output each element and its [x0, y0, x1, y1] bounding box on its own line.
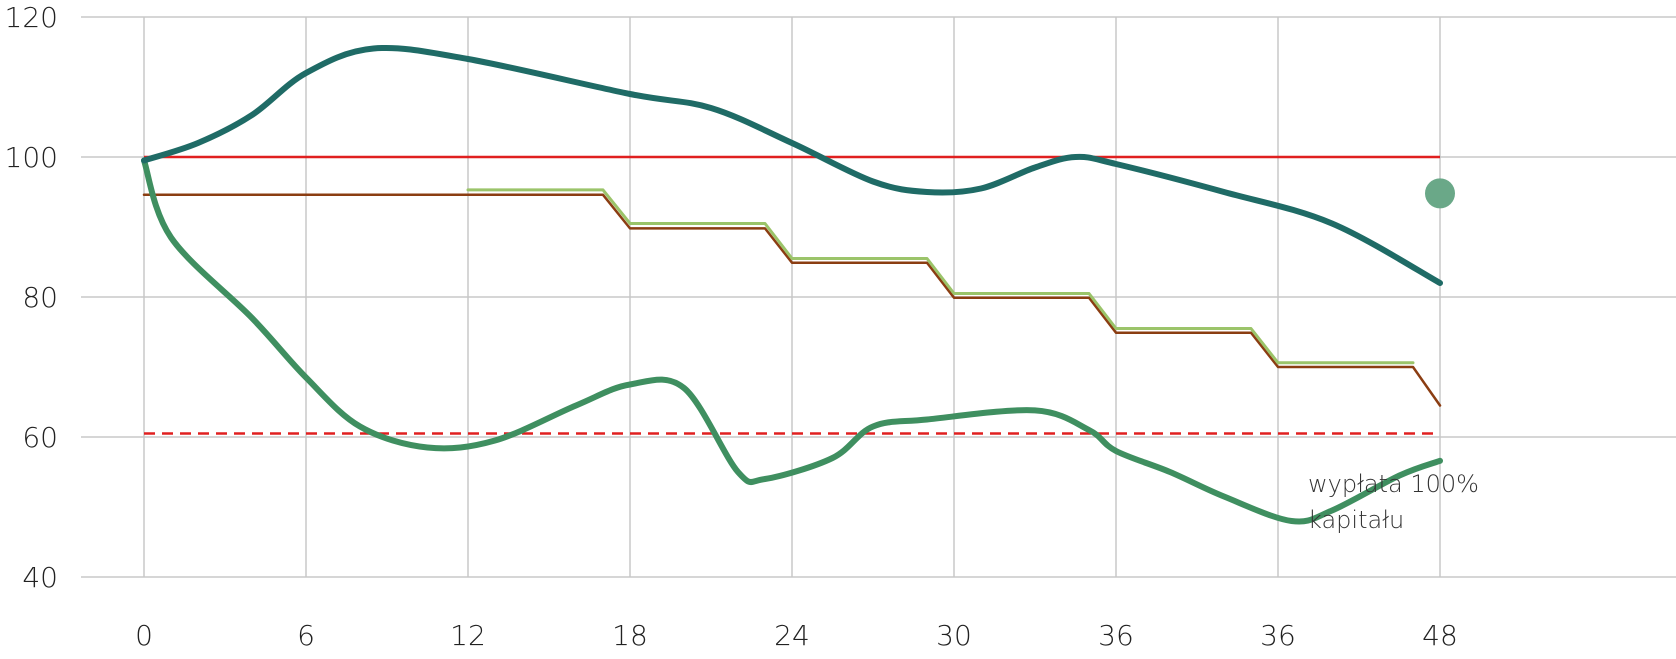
marker-group [1425, 178, 1455, 209]
y-tick-label: 80 [22, 281, 58, 314]
series-line-lower-curve [141, 157, 1443, 525]
series-marker [1425, 178, 1455, 209]
annotation-line-2: kapitału [1308, 506, 1404, 534]
series-line-steps-brown [142, 193, 1442, 407]
x-tick-label: 12 [450, 619, 486, 652]
x-tick-label: 30 [936, 619, 972, 652]
x-tick-label: 48 [1422, 619, 1458, 652]
y-tick-labels: 40 60 80 100 120 [5, 1, 58, 594]
grid [81, 16, 1676, 578]
x-tick-label: 0 [135, 619, 153, 652]
series-line-upper-curve [141, 44, 1443, 286]
series-line-steps-green [466, 188, 1415, 365]
y-tick-label: 120 [5, 1, 58, 34]
reference-lines [144, 155, 1440, 435]
y-tick-label: 100 [5, 141, 58, 174]
x-tick-label: 36 [1098, 619, 1134, 652]
y-tick-label: 40 [22, 561, 58, 594]
x-tick-label: 18 [612, 619, 648, 652]
x-tick-label: 24 [774, 619, 810, 652]
x-tick-label: 36 [1260, 619, 1296, 652]
x-tick-label: 6 [297, 619, 315, 652]
series-group [141, 44, 1443, 525]
x-tick-labels: 0 6 12 18 24 30 36 36 48 [135, 619, 1458, 652]
annotation-line-1: wypłata 100% [1308, 470, 1479, 498]
y-tick-label: 60 [22, 421, 58, 454]
